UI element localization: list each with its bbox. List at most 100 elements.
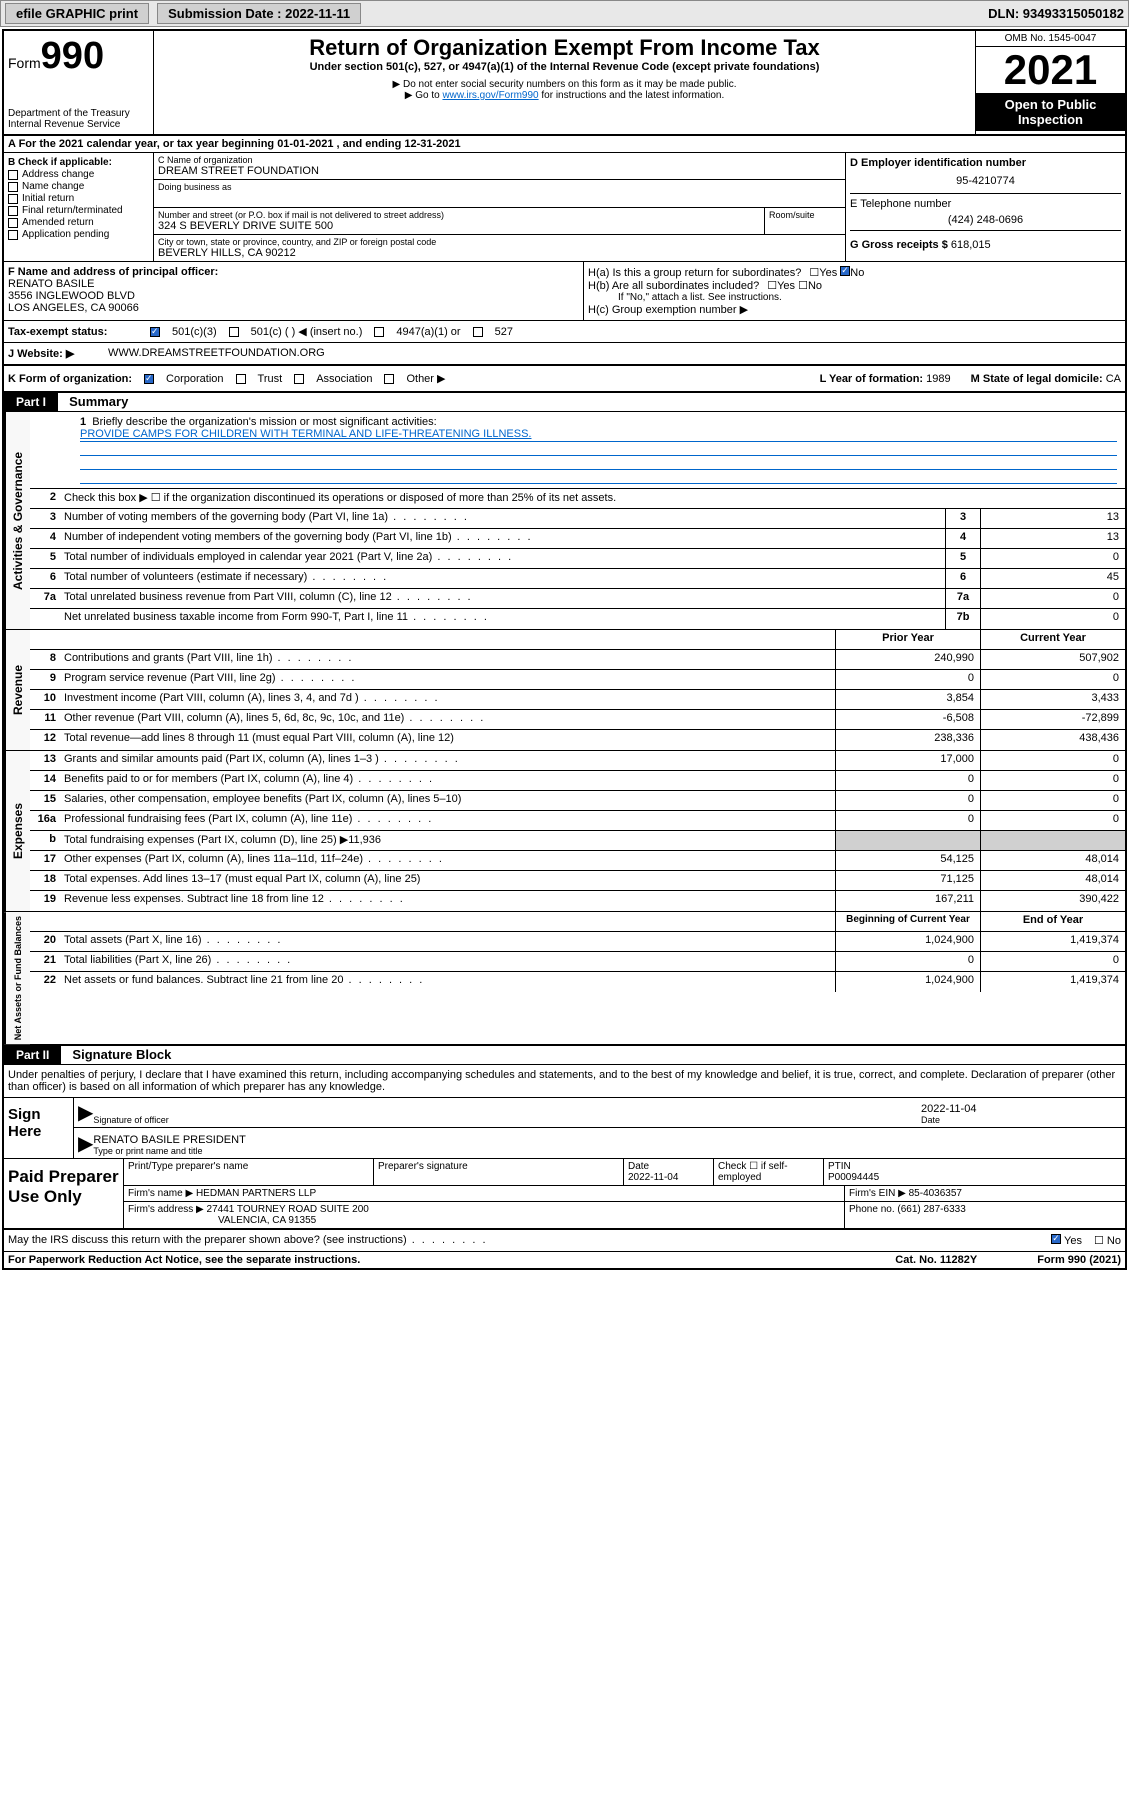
rt: Total fundraising expenses (Part IX, col… <box>60 831 835 850</box>
ptin-value: P00094445 <box>828 1172 1121 1183</box>
prep-row-3: Firm's address ▶ 27441 TOURNEY ROAD SUIT… <box>124 1202 1125 1228</box>
cb-4947[interactable] <box>374 327 384 337</box>
discuss-no[interactable]: ☐ No <box>1094 1234 1121 1247</box>
exp-row-15: 15Salaries, other compensation, employee… <box>30 791 1125 811</box>
rn: 12 <box>30 730 60 750</box>
ein-label: D Employer identification number <box>850 157 1121 169</box>
hb-row: H(b) Are all subordinates included?☐Yes … <box>588 279 1121 292</box>
rt: Contributions and grants (Part VIII, lin… <box>60 650 835 669</box>
cb-app-pending[interactable]: Application pending <box>8 229 149 240</box>
rv2: 0 <box>980 791 1125 810</box>
rv2: 48,014 <box>980 871 1125 890</box>
open-inspection: Open to Public Inspection <box>976 93 1125 131</box>
gov-row-5: 5Total number of individuals employed in… <box>30 549 1125 569</box>
form-number: Form990 <box>8 35 149 78</box>
col-begin: Beginning of Current Year <box>835 912 980 931</box>
officer-name: RENATO BASILE <box>8 278 579 290</box>
rv1: 238,336 <box>835 730 980 750</box>
officer-left: F Name and address of principal officer:… <box>4 262 584 320</box>
ha-no-cb[interactable] <box>840 266 850 276</box>
cb-amended[interactable]: Amended return <box>8 217 149 228</box>
ha-yes[interactable]: ☐Yes <box>809 267 837 279</box>
rv2: 390,422 <box>980 891 1125 911</box>
omb-number: OMB No. 1545-0047 <box>976 31 1125 47</box>
gov-row-7a: 7aTotal unrelated business revenue from … <box>30 589 1125 609</box>
hb-yes[interactable]: ☐Yes <box>767 280 795 292</box>
sig-name: RENATO BASILE PRESIDENT <box>93 1134 1121 1146</box>
rn: 8 <box>30 650 60 669</box>
gross-value: 618,015 <box>951 239 991 251</box>
rb: 7b <box>945 609 980 629</box>
sig-line-1: ▶ Signature of officer 2022-11-04Date <box>74 1098 1125 1128</box>
rv2: 3,433 <box>980 690 1125 709</box>
section-b-label: B Check if applicable: <box>8 157 149 168</box>
sections-bcd: B Check if applicable: Address change Na… <box>4 153 1125 262</box>
state-domicile: M State of legal domicile: CA <box>971 373 1121 385</box>
form-num: 990 <box>41 35 104 77</box>
status-row: Tax-exempt status: 501(c)(3) 501(c) ( ) … <box>4 321 1125 343</box>
part1-badge: Part I <box>4 393 58 411</box>
expenses-section: Expenses 13Grants and similar amounts pa… <box>4 751 1125 912</box>
efile-button[interactable]: efile GRAPHIC print <box>5 3 149 24</box>
rv2: 0 <box>980 670 1125 689</box>
netassets-table: Beginning of Current YearEnd of Year 20T… <box>30 912 1125 1044</box>
rt: Revenue less expenses. Subtract line 18 … <box>60 891 835 911</box>
header-left: Form990 Department of the Treasury Inter… <box>4 31 154 134</box>
hb-no[interactable]: ☐No <box>798 280 822 292</box>
rn: 10 <box>30 690 60 709</box>
cb-address-change[interactable]: Address change <box>8 169 149 180</box>
rev-row-11: 11Other revenue (Part VIII, column (A), … <box>30 710 1125 730</box>
city-row: City or town, state or province, country… <box>154 235 845 261</box>
year-val: 1989 <box>926 373 950 385</box>
org-name: DREAM STREET FOUNDATION <box>158 165 841 177</box>
mission-blank3 <box>80 470 1117 484</box>
rv: 13 <box>980 509 1125 528</box>
rv: 0 <box>980 589 1125 608</box>
mission-label: Briefly describe the organization's miss… <box>92 416 436 428</box>
firm-addr-cell: Firm's address ▶ 27441 TOURNEY ROAD SUIT… <box>124 1202 845 1228</box>
perjury-text: Under penalties of perjury, I declare th… <box>4 1065 1125 1098</box>
header-center: Return of Organization Exempt From Incom… <box>154 31 975 134</box>
discuss-text: May the IRS discuss this return with the… <box>8 1234 488 1247</box>
cb-assoc[interactable] <box>294 374 304 384</box>
mission-blank1 <box>80 442 1117 456</box>
cb-501c[interactable] <box>229 327 239 337</box>
phone-value: (424) 248-0696 <box>850 210 1121 231</box>
rv2: 1,419,374 <box>980 932 1125 951</box>
cb-501c3[interactable] <box>150 327 160 337</box>
rt: Total assets (Part X, line 16) <box>60 932 835 951</box>
cb-trust[interactable] <box>236 374 246 384</box>
cb-other[interactable] <box>384 374 394 384</box>
prep-date: 2022-11-04 <box>628 1172 709 1183</box>
exp-row-14: 14Benefits paid to or for members (Part … <box>30 771 1125 791</box>
cb-corp[interactable] <box>144 374 154 384</box>
firm-addr-label: Firm's address ▶ <box>128 1204 204 1215</box>
rv1: 0 <box>835 771 980 790</box>
website-label: J Website: ▶ <box>8 347 108 360</box>
rv: 45 <box>980 569 1125 588</box>
header-right: OMB No. 1545-0047 2021 Open to Public In… <box>975 31 1125 134</box>
discuss-yes[interactable]: Yes <box>1051 1234 1082 1247</box>
line2-row: 2Check this box ▶ ☐ if the organization … <box>30 489 1125 509</box>
status-label: Tax-exempt status: <box>8 326 138 338</box>
rt: Total liabilities (Part X, line 26) <box>60 952 835 971</box>
discuss-row: May the IRS discuss this return with the… <box>4 1230 1125 1252</box>
exp-row-16b: bTotal fundraising expenses (Part IX, co… <box>30 831 1125 851</box>
cb-initial-return[interactable]: Initial return <box>8 193 149 204</box>
rt: Total revenue—add lines 8 through 11 (mu… <box>60 730 835 750</box>
rb: 4 <box>945 529 980 548</box>
opt-trust: Trust <box>258 373 283 385</box>
rv: 13 <box>980 529 1125 548</box>
firm-name: HEDMAN PARTNERS LLP <box>196 1188 316 1199</box>
city-value: BEVERLY HILLS, CA 90212 <box>158 247 841 259</box>
cb-name-change[interactable]: Name change <box>8 181 149 192</box>
irs-link[interactable]: www.irs.gov/Form990 <box>442 90 538 101</box>
rt: Grants and similar amounts paid (Part IX… <box>60 751 835 770</box>
gov-row-6: 6Total number of volunteers (estimate if… <box>30 569 1125 589</box>
rv2: 0 <box>980 952 1125 971</box>
cb-527[interactable] <box>473 327 483 337</box>
governance-section: Activities & Governance 1 Briefly descri… <box>4 412 1125 630</box>
rn: 7a <box>30 589 60 608</box>
cb-final-return[interactable]: Final return/terminated <box>8 205 149 216</box>
rb: 6 <box>945 569 980 588</box>
